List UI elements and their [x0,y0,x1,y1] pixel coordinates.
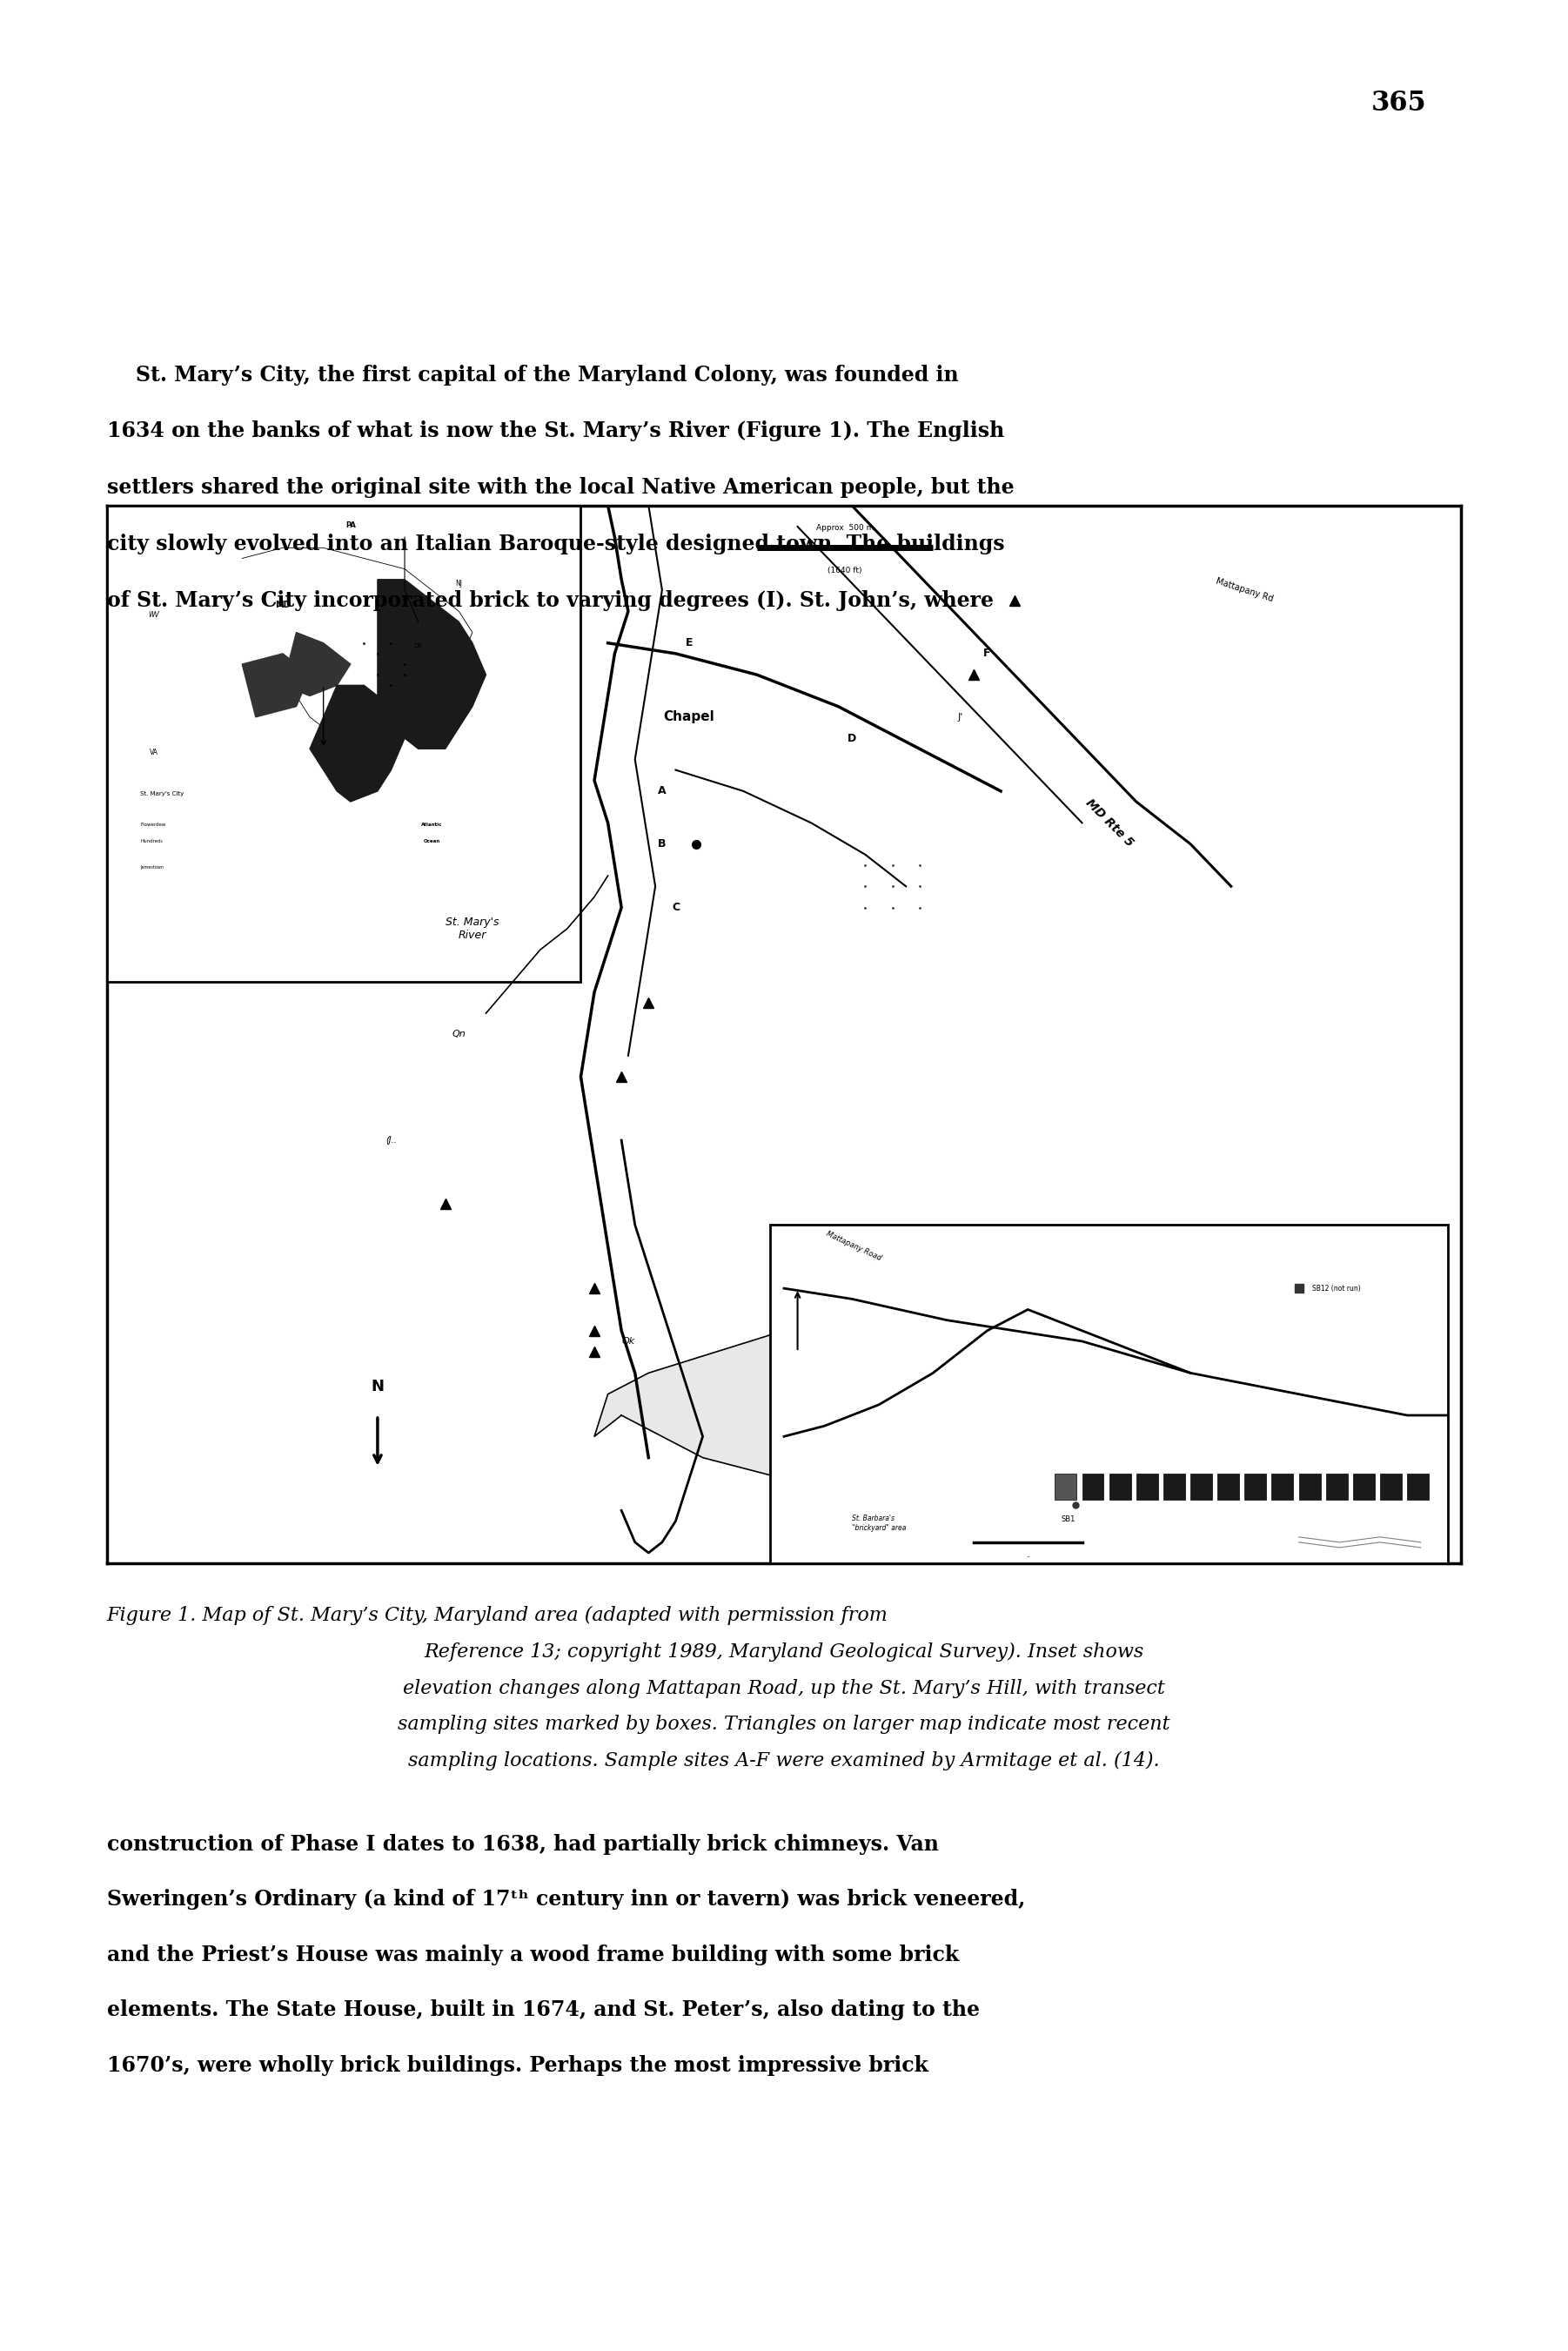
Text: 365: 365 [1372,89,1427,115]
Text: settlers shared the original site with the local Native American people, but the: settlers shared the original site with t… [107,477,1014,498]
Text: WV: WV [149,611,160,618]
Bar [1217,1474,1239,1500]
Text: Qk: Qk [621,1338,635,1345]
Polygon shape [282,632,351,696]
Text: sampling locations. Sample sites A-F were examined by Armitage et al. (14).: sampling locations. Sample sites A-F wer… [408,1751,1160,1770]
Bar [1163,1474,1185,1500]
Text: (1640 ft): (1640 ft) [828,567,862,574]
Bar [1406,1474,1428,1500]
Bar [1353,1474,1375,1500]
Text: Ocean: Ocean [423,839,441,844]
Bar [1298,1474,1320,1500]
Text: St. Mary’s City, the first capital of the Maryland Colony, was founded in: St. Mary’s City, the first capital of th… [107,364,958,386]
Text: city slowly evolved into an Italian Baroque-style designed town. The buildings: city slowly evolved into an Italian Baro… [107,534,1004,555]
Text: 1670’s, were wholly brick buildings. Perhaps the most impressive brick: 1670’s, were wholly brick buildings. Per… [107,2055,928,2076]
Bar [1272,1474,1294,1500]
Text: Atlantic: Atlantic [422,823,442,828]
Text: D: D [847,734,856,743]
Bar [1245,1474,1267,1500]
Text: 1634 on the banks of what is now the St. Mary’s River (Figure 1). The English: 1634 on the banks of what is now the St.… [107,421,1004,442]
Polygon shape [594,1331,919,1521]
Text: Chapel: Chapel [663,710,715,724]
Text: N: N [372,1378,384,1394]
Text: sampling sites marked by boxes. Triangles on larger map indicate most recent: sampling sites marked by boxes. Triangle… [398,1716,1170,1735]
Text: St. Barbara's
"brickyard" area: St. Barbara's "brickyard" area [851,1514,906,1533]
Text: DE: DE [414,642,422,649]
Text: Jamestown: Jamestown [141,865,165,870]
Text: and the Priest’s House was mainly a wood frame building with some brick: and the Priest’s House was mainly a wood… [107,1944,958,1965]
Text: elements. The State House, built in 1674, and St. Peter’s, also dating to the: elements. The State House, built in 1674… [107,1998,980,2020]
Text: Qn: Qn [452,1030,466,1039]
Text: MD: MD [274,600,290,609]
Text: A: A [659,785,666,797]
Bar [770,1225,1447,1563]
Text: PA: PA [345,522,356,529]
Polygon shape [378,578,486,748]
Text: F: F [983,649,991,658]
Text: ..: .. [1025,1552,1030,1559]
Text: construction of Phase I dates to 1638, had partially brick chimneys. Van: construction of Phase I dates to 1638, h… [107,1834,938,1855]
Bar [1380,1474,1402,1500]
Text: elevation changes along Mattapan Road, up the St. Mary’s Hill, with transect: elevation changes along Mattapan Road, u… [403,1679,1165,1697]
Bar [107,505,580,980]
Text: Hundred₄: Hundred₄ [141,839,163,844]
Bar [1055,1474,1077,1500]
Text: Approx  500 m: Approx 500 m [815,524,873,531]
Text: Flowerdew: Flowerdew [141,823,166,828]
Text: VA: VA [149,748,158,757]
Text: Sweringen’s Ordinary (a kind of 17ᵗʰ century inn or tavern) was brick veneered,: Sweringen’s Ordinary (a kind of 17ᵗʰ cen… [107,1890,1025,1909]
Bar [1082,1474,1104,1500]
Polygon shape [310,684,405,802]
Text: of St. Mary’s City incorporated brick to varying degrees (I). St. John’s, where: of St. Mary’s City incorporated brick to… [107,590,993,611]
Text: NJ: NJ [455,578,463,588]
Text: St. Mary's City: St. Mary's City [141,790,183,797]
Text: St. Mary's
River: St. Mary's River [445,917,499,940]
Text: Reference 13; copyright 1989, Maryland Geological Survey). Inset shows: Reference 13; copyright 1989, Maryland G… [423,1641,1145,1662]
Text: J': J' [958,712,963,722]
Bar [1137,1474,1157,1500]
Polygon shape [241,654,310,717]
Text: E: E [685,637,693,649]
Bar [1109,1474,1131,1500]
Text: Figure 1. Map of St. Mary’s City, Maryland area (adapted with permission from: Figure 1. Map of St. Mary’s City, Maryla… [107,1606,887,1625]
Bar [1327,1474,1347,1500]
Text: Mattapany Rd: Mattapany Rd [1215,576,1275,604]
Text: SB12 (not run): SB12 (not run) [1312,1284,1361,1293]
Bar [1190,1474,1212,1500]
Text: MD Rte 5: MD Rte 5 [1083,797,1135,849]
Text: (J..: (J.. [386,1136,397,1145]
Text: C: C [671,903,679,912]
Text: B: B [659,839,666,849]
Text: SB1: SB1 [1062,1516,1076,1523]
Text: Mattapany Road: Mattapany Road [825,1230,883,1262]
